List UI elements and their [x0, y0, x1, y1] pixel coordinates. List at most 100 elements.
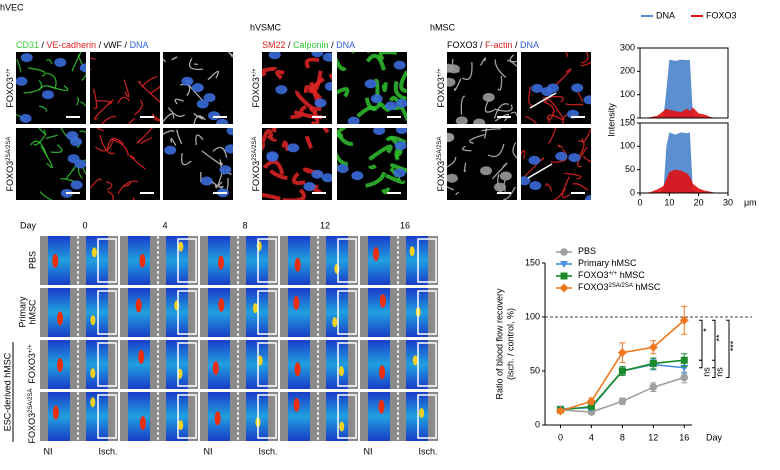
hotspot — [212, 361, 219, 376]
hotspot — [139, 416, 146, 431]
isch-frame — [417, 394, 437, 439]
fiber — [304, 57, 320, 70]
hotspot — [293, 295, 300, 310]
micrograph-content — [163, 128, 233, 198]
fiber — [163, 58, 167, 63]
nucleus — [473, 118, 486, 124]
y-tick-label: 300 — [620, 42, 635, 52]
fiber — [132, 197, 136, 200]
label-sup: +/+ — [437, 68, 443, 77]
sup-label: FOXO32SA/2SA — [436, 137, 446, 192]
fiber — [565, 52, 569, 57]
fiber — [140, 136, 153, 144]
fiber — [487, 143, 505, 158]
marker — [586, 396, 596, 406]
isch-frame — [417, 290, 437, 335]
isch-frame — [97, 342, 117, 387]
nucleus — [568, 153, 581, 163]
panel-title: hVEC — [0, 2, 24, 12]
hotspot — [57, 311, 64, 326]
significance: *** — [728, 340, 738, 351]
nucleus — [585, 195, 591, 200]
y-tick-label: 50 — [530, 365, 540, 375]
hotspot — [139, 253, 146, 268]
leg-left — [368, 392, 390, 441]
hotspot — [257, 355, 263, 366]
x-tick-label: 0 — [637, 197, 642, 207]
fiber — [212, 146, 228, 158]
nucleus — [583, 95, 591, 105]
fiber — [291, 171, 306, 185]
significance: * — [701, 328, 711, 332]
nucleus — [528, 155, 541, 165]
legend-label: FOXO32SA/2SA hMSC — [578, 282, 661, 292]
fiber — [337, 87, 350, 98]
fiber — [275, 69, 285, 80]
day-number: 4 — [162, 220, 167, 230]
micrograph-content — [337, 128, 407, 195]
marker — [559, 283, 569, 293]
nucleus — [394, 141, 407, 151]
intensity-area — [640, 132, 723, 193]
nucleus — [493, 182, 506, 192]
hotspot — [178, 241, 184, 252]
plot-frame — [639, 47, 729, 119]
legend-part: PBS — [578, 246, 596, 256]
row-label: Primary — [17, 296, 27, 327]
fiber — [512, 142, 517, 159]
fiber — [163, 130, 175, 135]
fiber — [494, 113, 510, 122]
marker — [680, 373, 689, 382]
nucleus — [351, 171, 364, 181]
ni-label: NI — [364, 446, 373, 456]
fiber — [59, 178, 76, 183]
fiber — [547, 128, 557, 144]
fiber — [79, 130, 86, 134]
fiber — [123, 79, 130, 98]
fiber — [193, 113, 204, 120]
fiber — [174, 98, 184, 105]
fiber — [368, 164, 377, 170]
stain: / — [39, 40, 47, 50]
fiber — [96, 99, 112, 106]
fiber — [455, 191, 459, 196]
fiber — [557, 144, 564, 149]
leg-right — [246, 340, 268, 389]
legend-label: DNA — [656, 10, 675, 20]
fiber — [577, 146, 588, 168]
intensity-area — [640, 107, 723, 118]
day-number: 8 — [242, 220, 247, 230]
fiber — [170, 138, 177, 147]
fiber — [262, 159, 285, 175]
nucleus — [393, 60, 406, 70]
fiber — [337, 152, 349, 166]
label-base: FOXO3 — [27, 413, 37, 444]
leg-right — [326, 236, 348, 285]
legend-label: Primary hMSC — [578, 258, 637, 268]
nucleus — [370, 94, 383, 104]
leg-right — [406, 392, 428, 441]
hotspot — [419, 408, 425, 419]
nucleus — [546, 83, 559, 93]
fiber — [393, 80, 407, 101]
legend-part: hMSC — [617, 270, 645, 280]
fiber — [96, 128, 105, 132]
isch-frame — [97, 394, 117, 439]
marker — [555, 406, 565, 416]
nucleus — [531, 83, 544, 93]
fiber — [580, 61, 591, 67]
sup-label: FOXO3+/+ — [5, 68, 15, 108]
isch-frame — [417, 342, 437, 387]
fiber — [528, 86, 533, 106]
fiber — [381, 82, 388, 93]
nucleus — [499, 171, 512, 181]
y-tick-label: 100 — [620, 89, 635, 99]
leg-left — [128, 340, 150, 389]
bracket — [699, 319, 703, 361]
ni-label: NI — [204, 446, 213, 456]
label-base: FOXO3 — [5, 77, 15, 108]
y-tick-label: 100 — [620, 141, 635, 151]
micrograph — [90, 52, 160, 124]
nucleus — [364, 79, 377, 89]
fiber — [39, 191, 53, 200]
